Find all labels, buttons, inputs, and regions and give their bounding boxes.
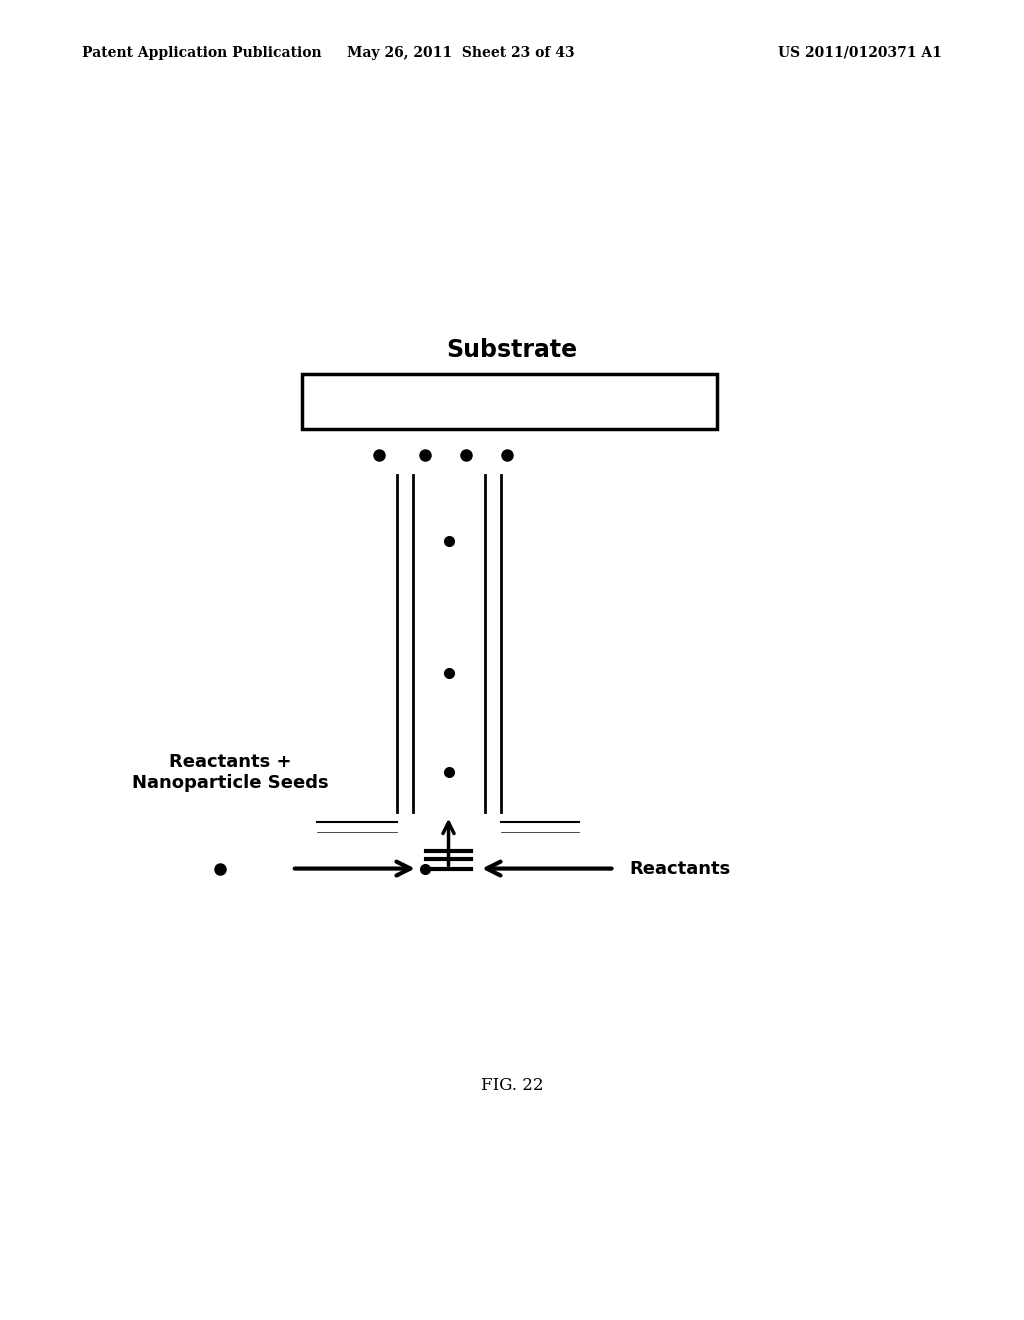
Text: FIG. 22: FIG. 22: [480, 1077, 544, 1093]
Text: Patent Application Publication: Patent Application Publication: [82, 46, 322, 59]
Text: May 26, 2011  Sheet 23 of 43: May 26, 2011 Sheet 23 of 43: [347, 46, 574, 59]
Text: US 2011/0120371 A1: US 2011/0120371 A1: [778, 46, 942, 59]
Text: Substrate: Substrate: [446, 338, 578, 362]
Text: Reactants +
Nanoparticle Seeds: Reactants + Nanoparticle Seeds: [132, 752, 329, 792]
Bar: [302, 374, 717, 429]
Text: Reactants: Reactants: [630, 859, 731, 878]
